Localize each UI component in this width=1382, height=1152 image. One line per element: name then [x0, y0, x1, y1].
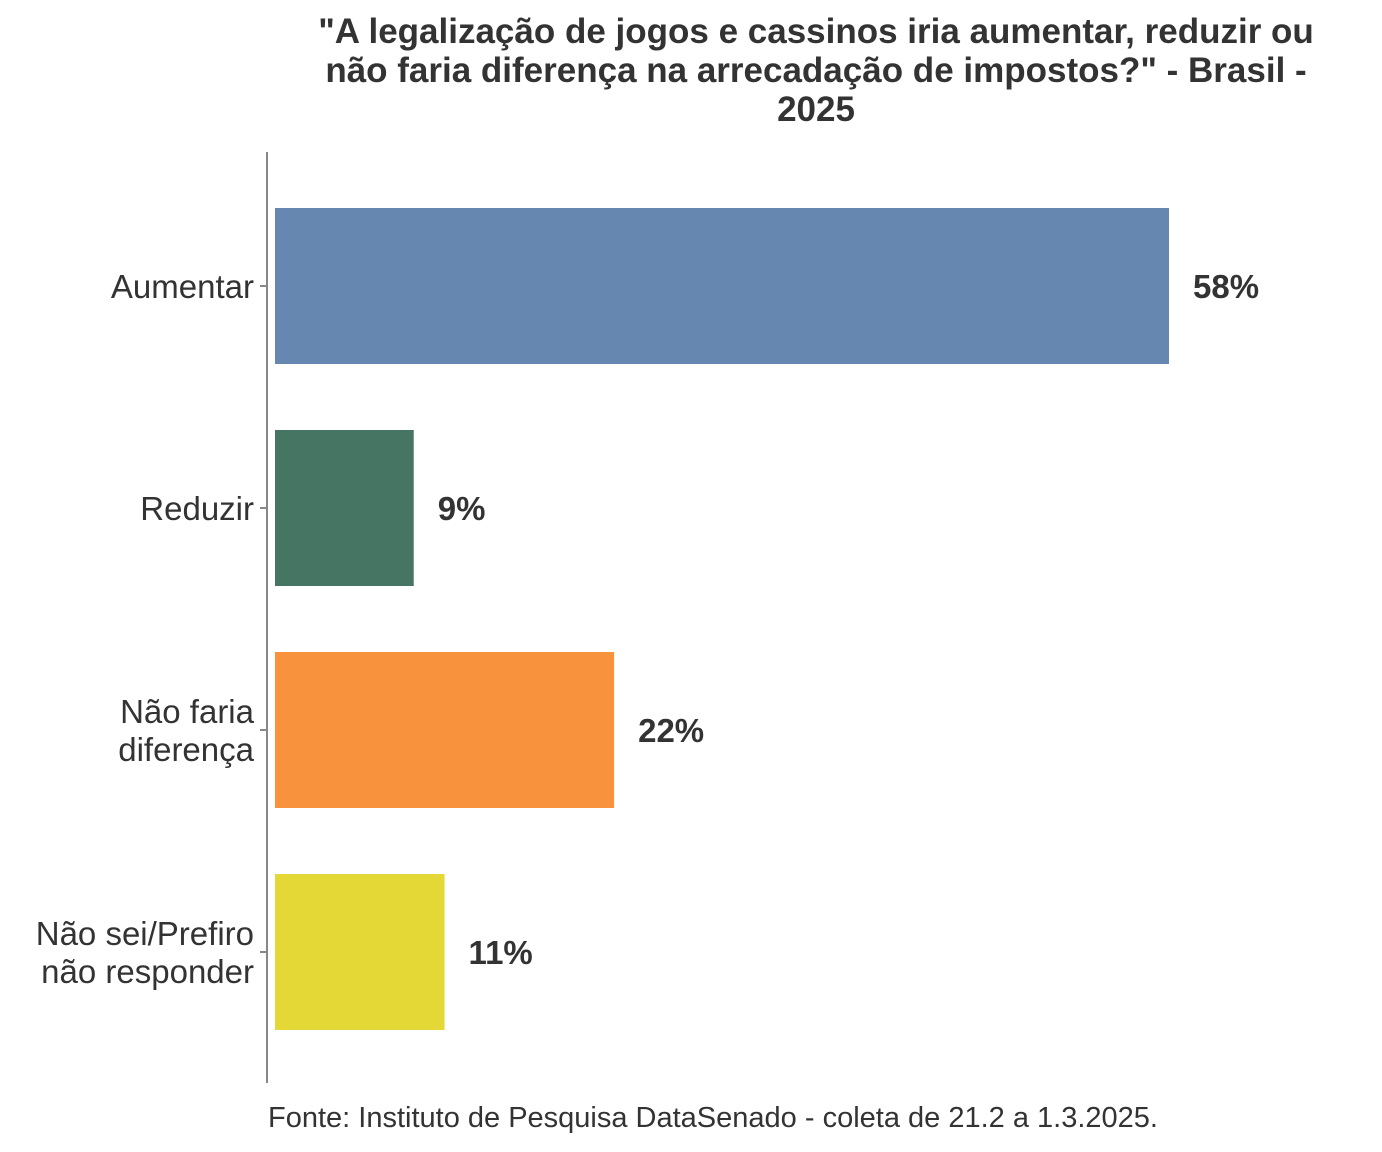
data-label: 9% [438, 490, 486, 527]
category-label: Não sei/Prefiro [36, 915, 254, 952]
category-label: diferença [118, 731, 254, 768]
chart-title-line: não faria diferença na arrecadação de im… [325, 51, 1307, 90]
category-label: Não faria [120, 693, 255, 730]
bar [275, 652, 615, 808]
category-label: Aumentar [111, 268, 254, 305]
chart-title: "A legalização de jogos e cassinos iria … [280, 12, 1352, 129]
bar [275, 208, 1169, 364]
chart-title-line: "A legalização de jogos e cassinos iria … [318, 12, 1314, 51]
source-caption: Fonte: Instituto de Pesquisa DataSenado … [268, 1102, 1158, 1134]
chart-title-line: 2025 [777, 90, 855, 129]
data-label: 58% [1193, 268, 1259, 305]
category-label: Reduzir [140, 490, 254, 527]
category-label: não responder [41, 953, 254, 990]
bar [275, 430, 414, 586]
data-label: 22% [638, 712, 704, 749]
bar [275, 874, 445, 1030]
data-label: 11% [469, 934, 533, 971]
